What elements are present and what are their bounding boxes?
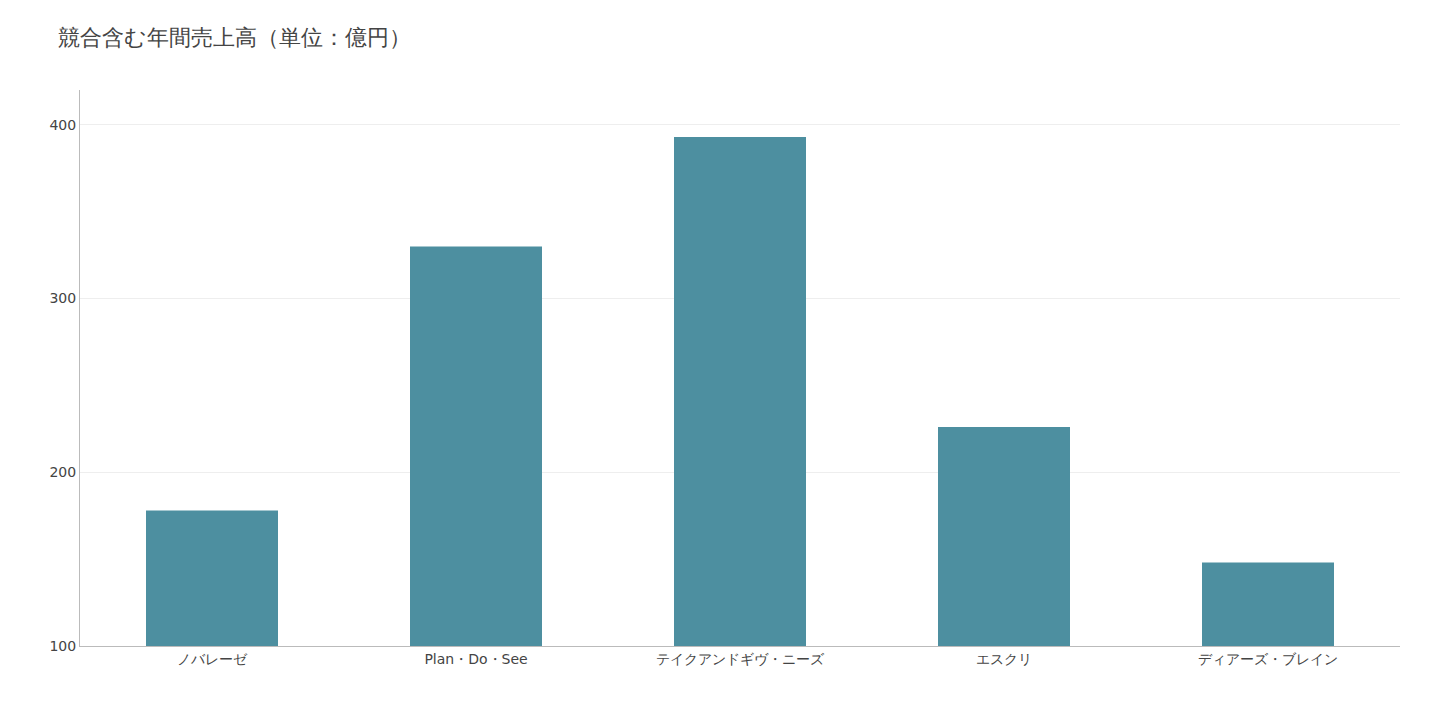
svg-text:400: 400 <box>49 117 76 133</box>
svg-text:ノバレーゼ: ノバレーゼ <box>177 651 248 667</box>
svg-text:200: 200 <box>49 464 76 480</box>
svg-text:100: 100 <box>49 638 76 654</box>
svg-text:テイクアンドギヴ・ニーズ: テイクアンドギヴ・ニーズ <box>656 651 825 667</box>
svg-text:300: 300 <box>49 290 76 306</box>
svg-text:ディアーズ・ブレイン: ディアーズ・ブレイン <box>1198 651 1338 667</box>
svg-text:競合含む年間売上高（単位：億円）: 競合含む年間売上高（単位：億円） <box>58 25 411 50</box>
svg-text:エスクリ: エスクリ <box>976 651 1032 667</box>
svg-text:Plan・Do・See: Plan・Do・See <box>424 651 527 667</box>
